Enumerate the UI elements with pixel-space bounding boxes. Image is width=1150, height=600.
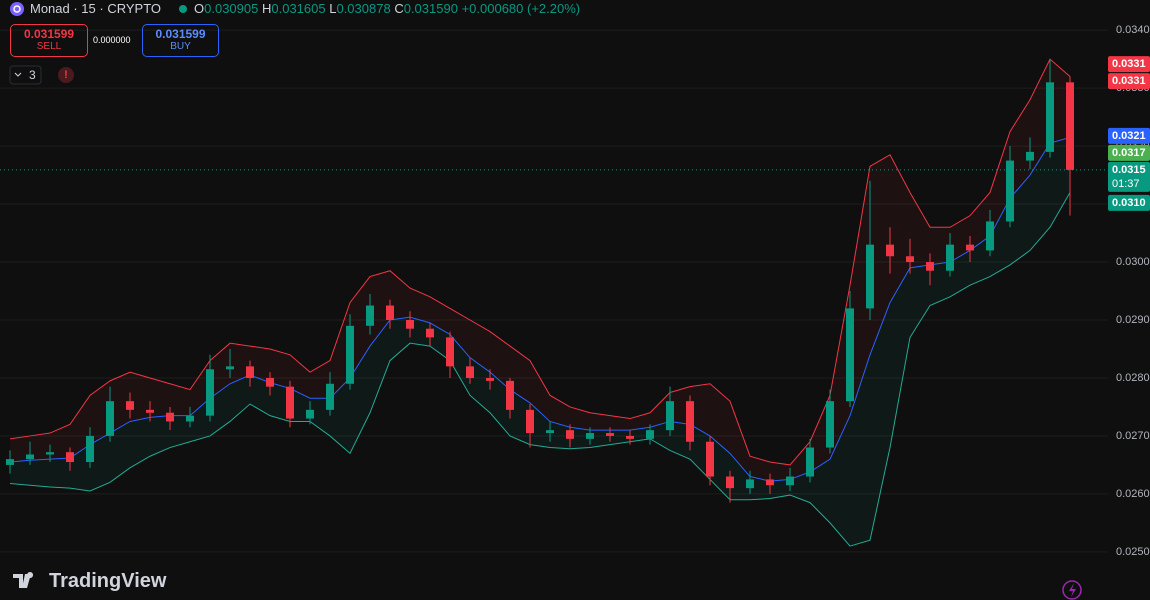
symbol: Monad · 15 · CRYPTO	[30, 1, 162, 16]
candle-body	[826, 401, 834, 448]
candle-body	[626, 435, 634, 439]
ohlc-label: C	[394, 1, 404, 16]
candle-body	[286, 386, 294, 419]
candle-body	[866, 244, 874, 309]
candle-body	[26, 454, 34, 460]
band-line	[9, 58, 1071, 466]
candle-body	[466, 366, 474, 378]
candle-body	[366, 305, 374, 326]
spread: 0.000000	[93, 35, 131, 45]
candle-body	[226, 366, 234, 370]
band-line	[9, 192, 1071, 547]
candle-body	[426, 328, 434, 338]
candle-body	[66, 452, 74, 463]
candle-body	[86, 435, 94, 463]
price-tag	[1108, 73, 1150, 90]
buy-button[interactable]: 0.031599 BUY	[142, 24, 219, 57]
ohlc-label: O	[194, 1, 205, 16]
y-tick-label: 0.0280	[1116, 372, 1150, 384]
candle-body	[1046, 82, 1054, 152]
y-tick-label: 0.0260	[1116, 488, 1150, 500]
price-tag	[1108, 161, 1150, 192]
candle-body	[246, 366, 254, 378]
price-tag-label: 0.0331	[1112, 75, 1146, 87]
sell-button[interactable]: 0.031599 SELL	[10, 24, 88, 57]
ohlc: O0.030905 H0.031605 L0.030878 C0.031590 …	[194, 1, 580, 16]
price-tag	[1108, 56, 1150, 73]
candle-body	[846, 308, 854, 402]
ohlc-value: 0.031605	[271, 1, 326, 16]
candle-body	[926, 262, 934, 271]
price-tag-label: 0.0321	[1112, 130, 1146, 142]
candle-body	[526, 409, 534, 434]
ohlc-value: 0.030878	[336, 1, 391, 16]
candle-body	[946, 244, 954, 271]
candle-body	[506, 380, 514, 410]
price-tag-label: 0.0317	[1112, 147, 1146, 159]
candle-body	[326, 383, 334, 410]
brand: TradingView	[49, 570, 167, 592]
ohlc-label: H	[261, 1, 272, 16]
candle-body	[46, 452, 54, 455]
candle-body	[986, 221, 994, 251]
candle-body	[166, 412, 174, 422]
candle-body	[706, 441, 714, 477]
price-tag-label: 0.0331	[1112, 58, 1146, 70]
candle-body	[1006, 160, 1014, 222]
candle-body	[546, 430, 554, 434]
candle-body	[346, 325, 354, 384]
buy-label: BUY	[170, 41, 191, 52]
candle-body	[1066, 82, 1074, 170]
candle-body	[206, 369, 214, 416]
upper-band-fill	[10, 59, 1070, 482]
candle-body	[446, 337, 454, 367]
candle-body	[186, 415, 194, 422]
candle-body	[486, 377, 494, 381]
sell-label: SELL	[36, 41, 62, 52]
candle-body	[266, 377, 274, 387]
ohlc-value: 0.031590	[403, 1, 458, 16]
price-tag	[1108, 144, 1150, 161]
countdown: 01:37	[1112, 178, 1140, 190]
candle-body	[966, 244, 974, 251]
candle-body	[126, 401, 134, 410]
change: +0.000680 (+2.20%)	[461, 1, 581, 16]
candle-body	[726, 476, 734, 489]
y-tick-label: 0.0250	[1116, 546, 1150, 558]
candle-body	[386, 305, 394, 320]
candle-body	[106, 401, 114, 436]
candle-body	[766, 479, 774, 486]
candle-body	[666, 401, 674, 431]
price-tag-label: 0.0315	[1112, 164, 1146, 176]
candle-body	[806, 447, 814, 477]
y-tick-label: 0.0290	[1116, 314, 1150, 326]
y-tick-label: 0.0270	[1116, 430, 1150, 442]
y-tick-label: 0.0300	[1116, 256, 1150, 268]
indicator-count: 3	[29, 68, 36, 82]
candle-body	[406, 320, 414, 329]
candle-body	[146, 409, 154, 413]
candle-body	[306, 409, 314, 419]
y-tick-label: 0.0340	[1116, 24, 1150, 36]
buy-price: 0.031599	[155, 27, 206, 41]
candle-body	[686, 401, 694, 442]
price-tag-label: 0.0310	[1112, 197, 1146, 209]
price-tag	[1108, 127, 1150, 144]
candle-body	[746, 479, 754, 489]
candle-body	[606, 433, 614, 436]
candle-body	[566, 430, 574, 439]
candle-body	[906, 256, 914, 263]
price-tag	[1108, 194, 1150, 211]
candle-body	[646, 430, 654, 439]
candle-body	[786, 476, 794, 486]
ohlc-label: L	[329, 1, 337, 16]
sell-price: 0.031599	[23, 27, 75, 41]
candle-body	[886, 244, 894, 257]
candle-body	[1026, 151, 1034, 161]
ohlc-value: 0.030905	[204, 1, 259, 16]
candle-body	[6, 459, 14, 465]
candle-body	[586, 433, 594, 439]
